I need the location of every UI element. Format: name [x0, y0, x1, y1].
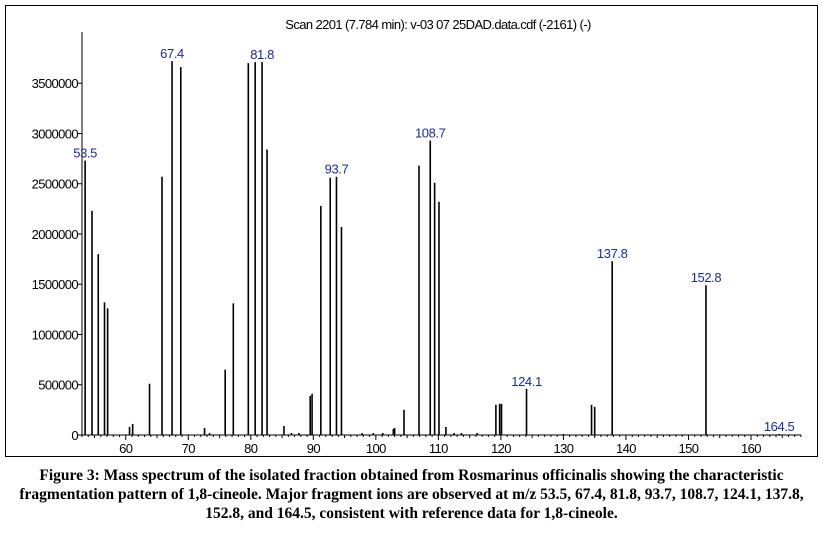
x-tick-label: 140	[616, 441, 636, 456]
x-tick-label: 160	[741, 441, 761, 456]
x-tick-label: 130	[553, 441, 573, 456]
x-tick-label: 70	[182, 441, 196, 456]
peak-label: 93.7	[325, 162, 349, 177]
chart-frame: Scan 2201 (7.784 min): v-03 07 25DAD.dat…	[5, 5, 818, 457]
y-tick-label: 3000000	[32, 126, 79, 141]
peak-label: 137.8	[597, 246, 628, 261]
peak-label: 152.8	[691, 270, 722, 285]
peak-label: 81.8	[250, 47, 274, 62]
y-axis: 0 500000 1000000 1500000 2000000 2500000 30000…	[32, 32, 83, 443]
peak-label: 108.7	[415, 126, 446, 141]
peak-label: 53.5	[73, 146, 97, 161]
y-tick-label: 2500000	[32, 177, 79, 192]
peak-label: 124.1	[511, 374, 542, 389]
x-tick-label: 60	[119, 441, 133, 456]
peak-label: 67.4	[160, 46, 184, 61]
peak-labels: 53.5 67.4 81.8 93.7 108.7 124.1 137.8 152.8 164.…	[73, 46, 795, 434]
peak-label: 164.5	[764, 419, 795, 434]
y-tick-label: 1000000	[32, 327, 79, 342]
mass-spectrum-chart: Scan 2201 (7.784 min): v-03 07 25DAD.dat…	[32, 17, 802, 456]
y-tick-label: 2000000	[32, 227, 79, 242]
y-tick-label: 500000	[38, 378, 78, 393]
y-tick-label: 1500000	[32, 277, 79, 292]
y-tick-label: 0	[71, 428, 78, 443]
peak-bars	[84, 61, 780, 435]
x-tick-label: 100	[366, 441, 386, 456]
figure-caption: Figure 3: Mass spectrum of the isolated …	[19, 467, 804, 522]
x-tick-label: 110	[429, 441, 448, 456]
x-tick-label: 80	[244, 441, 258, 456]
x-tick-label: 120	[491, 441, 511, 456]
x-tick-label: 90	[307, 441, 321, 456]
x-axis: 60 70 80 90 100 110 120 130 140 150 160	[81, 434, 802, 456]
chart-title: Scan 2201 (7.784 min): v-03 07 25DAD.dat…	[285, 17, 591, 32]
y-tick-label: 3500000	[32, 76, 79, 91]
x-tick-label: 150	[679, 441, 699, 456]
